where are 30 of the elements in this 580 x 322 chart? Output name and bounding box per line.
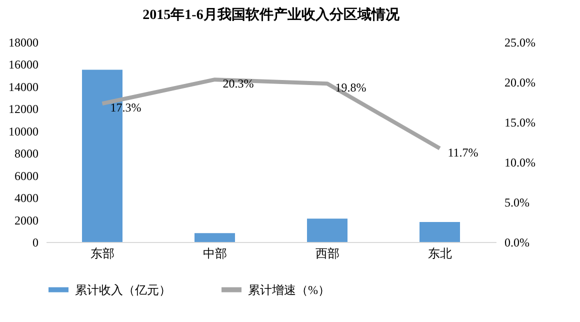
data-label: 19.8% bbox=[335, 80, 366, 95]
y2-tick-label: 5.0% bbox=[504, 196, 530, 210]
line-series bbox=[100, 78, 442, 150]
data-label: 11.7% bbox=[448, 145, 478, 160]
bar bbox=[307, 218, 348, 242]
y-tick-label: 18000 bbox=[8, 36, 38, 50]
x-tick-label: 西部 bbox=[315, 246, 340, 260]
y2-tick-label: 10.0% bbox=[504, 156, 536, 170]
legend-label: 累计增速（%） bbox=[248, 282, 330, 297]
y-tick-label: 2000 bbox=[14, 213, 38, 228]
x-tick-label: 中部 bbox=[202, 246, 227, 260]
x-tick-label: 东部 bbox=[90, 246, 114, 260]
legend-label: 累计收入（亿元） bbox=[75, 282, 171, 297]
y-tick-label: 14000 bbox=[8, 80, 38, 94]
y2-tick-label: 20.0% bbox=[504, 76, 536, 90]
bar bbox=[420, 222, 460, 242]
chart-title: 2015年1-6月我国软件产业收入分区域情况 bbox=[142, 6, 400, 23]
y-tick-label: 10000 bbox=[8, 124, 38, 138]
y-tick-label: 16000 bbox=[8, 58, 38, 72]
data-label: 20.3% bbox=[222, 76, 254, 91]
y-tick-label: 12000 bbox=[8, 102, 38, 116]
bar bbox=[194, 233, 235, 242]
y2-tick-label: 25.0% bbox=[504, 36, 536, 50]
y2-tick-label: 15.0% bbox=[504, 116, 536, 130]
y-tick-label: 8000 bbox=[14, 146, 38, 161]
x-tick-label: 东北 bbox=[428, 246, 452, 260]
y-tick-label: 6000 bbox=[14, 168, 38, 183]
y2-tick-label: 0.0% bbox=[504, 236, 530, 250]
y-tick-label: 0 bbox=[32, 236, 38, 250]
y-tick-label: 4000 bbox=[14, 191, 38, 206]
